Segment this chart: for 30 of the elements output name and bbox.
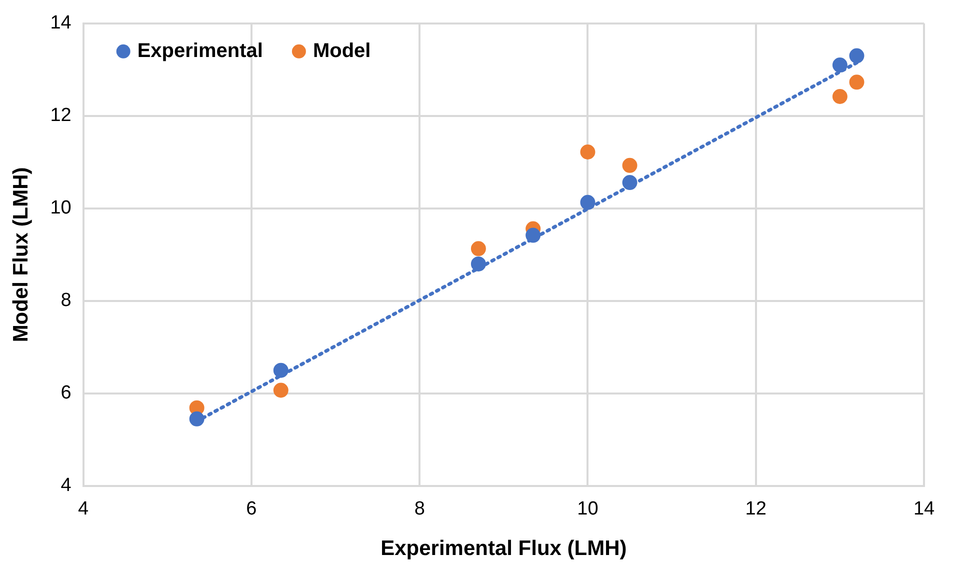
point [470, 256, 486, 272]
y-tick-label: 10 [50, 198, 72, 219]
point [622, 175, 638, 190]
x-tick-label: 12 [745, 498, 766, 520]
x-tick-label: 10 [577, 498, 598, 520]
y-axis-title: Model Flux (LMH) [9, 167, 32, 342]
y-tick-label: 14 [50, 12, 72, 34]
x-tick-label: 8 [414, 498, 425, 520]
point [273, 382, 288, 398]
point [580, 144, 596, 160]
x-tick-label: 14 [913, 498, 935, 520]
point [470, 241, 486, 256]
y-tick-label: 4 [60, 475, 72, 496]
point [526, 228, 541, 243]
y-tick-label: 8 [60, 290, 72, 312]
point [849, 74, 864, 90]
x-tick-label: 6 [246, 498, 257, 520]
point [832, 88, 848, 104]
y-tick-label: 6 [60, 382, 72, 404]
y-tick-label: 12 [50, 105, 72, 126]
point [580, 194, 596, 210]
point [189, 411, 204, 426]
x-tick-label: 4 [78, 498, 90, 520]
point [622, 158, 638, 173]
legend-label: Experimental [137, 40, 263, 62]
point [832, 58, 848, 73]
point [273, 362, 288, 378]
legend-label: Model [312, 40, 371, 62]
point [849, 48, 864, 64]
x-axis-title: Experimental Flux (LMH) [380, 537, 627, 560]
